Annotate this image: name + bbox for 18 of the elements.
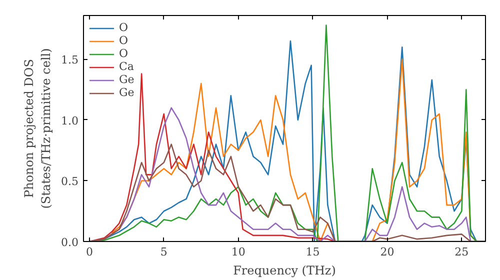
y-axis-title: Phonon projected DOS (States/THz·primitive cell) <box>22 48 54 209</box>
legend-label: Ge <box>119 86 136 99</box>
x-tick-label: 15 <box>306 246 320 258</box>
x-tick-label: 5 <box>160 246 168 258</box>
x-tick-label: 10 <box>231 246 246 258</box>
legend-label: O <box>119 34 130 47</box>
y-tick-label: 0.0 <box>61 236 79 249</box>
x-tick-label: 25 <box>454 246 469 258</box>
legend-label: Ge <box>119 73 136 86</box>
y-tick-label: 1.0 <box>61 114 79 128</box>
legend-label: O <box>119 47 130 60</box>
y-tick-label: 0.5 <box>61 175 79 188</box>
x-tick-label: 20 <box>380 246 394 258</box>
legend-label: O <box>119 21 130 34</box>
y-tick-label: 1.5 <box>61 54 79 67</box>
legend-label: Ca <box>119 60 135 73</box>
x-axis-title: Frequency (THz) <box>233 264 336 278</box>
x-tick-label: 0 <box>86 246 93 258</box>
